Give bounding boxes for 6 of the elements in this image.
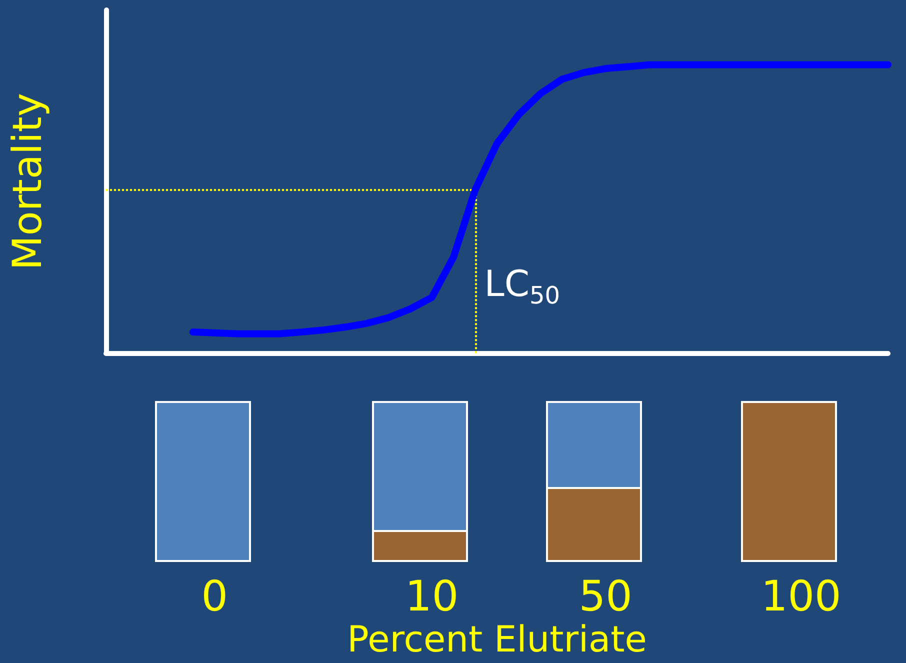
x-tick-label: 10: [405, 572, 459, 621]
x-tick-label: 50: [578, 572, 632, 621]
x-tick-label: 0: [201, 572, 228, 621]
x-tick-label: 100: [761, 572, 842, 621]
y-axis-title: Mortality: [5, 92, 51, 270]
x-axis-title: Percent Elutriate: [347, 620, 647, 660]
